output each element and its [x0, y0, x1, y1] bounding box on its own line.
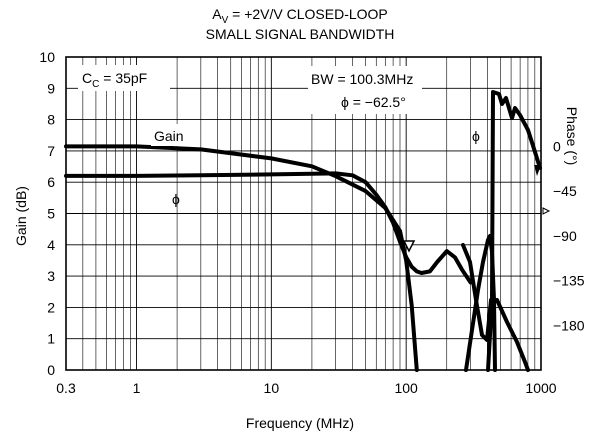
- gain-label-background: [151, 124, 189, 146]
- cc-annotation: CC = 35pF: [82, 70, 147, 90]
- phase-crossover-trace: [461, 243, 493, 342]
- phase-end-marker: [534, 165, 541, 176]
- x-tick-label: 0.3: [56, 380, 76, 396]
- bw-annotation: BW = 100.3MHz: [311, 71, 413, 87]
- y-left-tick-label: 2: [47, 299, 55, 315]
- y-left-tick-label: 3: [47, 268, 55, 284]
- gain-resonance-trace: [464, 234, 497, 372]
- phase-tail-trace: [495, 298, 530, 372]
- y-left-tick-label: 5: [47, 206, 55, 222]
- phase-series-label-right: ϕ: [472, 128, 480, 144]
- y-left-tick-label: 4: [47, 237, 55, 253]
- series-line-phase: [64, 144, 419, 372]
- y-left-tick-label: 10: [39, 49, 55, 65]
- x-tick-label: 1000: [525, 380, 556, 396]
- y-right-tick-label: −45: [553, 183, 577, 199]
- y-axis-right-title: Phase (°): [564, 107, 580, 166]
- bandwidth-marker: [402, 240, 416, 253]
- phase-value-annotation: ϕ = −62.5°: [341, 94, 406, 110]
- x-axis-title: Frequency (MHz): [246, 415, 354, 431]
- y-left-tick-label: 1: [47, 331, 55, 347]
- y-right-tick-label: −135: [553, 273, 585, 289]
- chart-title: AV = +2V/V CLOSED-LOOP: [212, 6, 388, 26]
- y-right-tick-label: −180: [553, 317, 585, 333]
- grid: [65, 56, 542, 371]
- phase-wrapped-trace: [486, 90, 542, 372]
- y-left-tick-label: 9: [47, 80, 55, 96]
- chart-subtitle: SMALL SIGNAL BANDWIDTH: [206, 26, 395, 42]
- y-left-tick-label: 8: [47, 112, 55, 128]
- y-axis-left-title: Gain (dB): [13, 186, 29, 246]
- y-left-tick-label: 7: [47, 143, 55, 159]
- cc-annotation-background: [78, 65, 170, 91]
- y-right-tick-label: −90: [553, 228, 577, 244]
- series-line-gain: [64, 171, 473, 285]
- phase-zero-marker: [542, 207, 551, 215]
- x-tick-label: 10: [264, 380, 280, 396]
- series-layer: [64, 144, 473, 372]
- y-left-tick-label: 6: [47, 174, 55, 190]
- y-right-tick-label: 0: [553, 138, 561, 154]
- bw-annotation-background: [308, 66, 422, 114]
- phase-series-label-left: ϕ: [172, 191, 180, 207]
- gain-series-label: Gain: [154, 128, 184, 144]
- x-tick-label: 100: [394, 380, 418, 396]
- x-tick-label: 1: [133, 380, 141, 396]
- y-left-tick-label: 0: [47, 362, 55, 378]
- plot-frame: [65, 56, 542, 371]
